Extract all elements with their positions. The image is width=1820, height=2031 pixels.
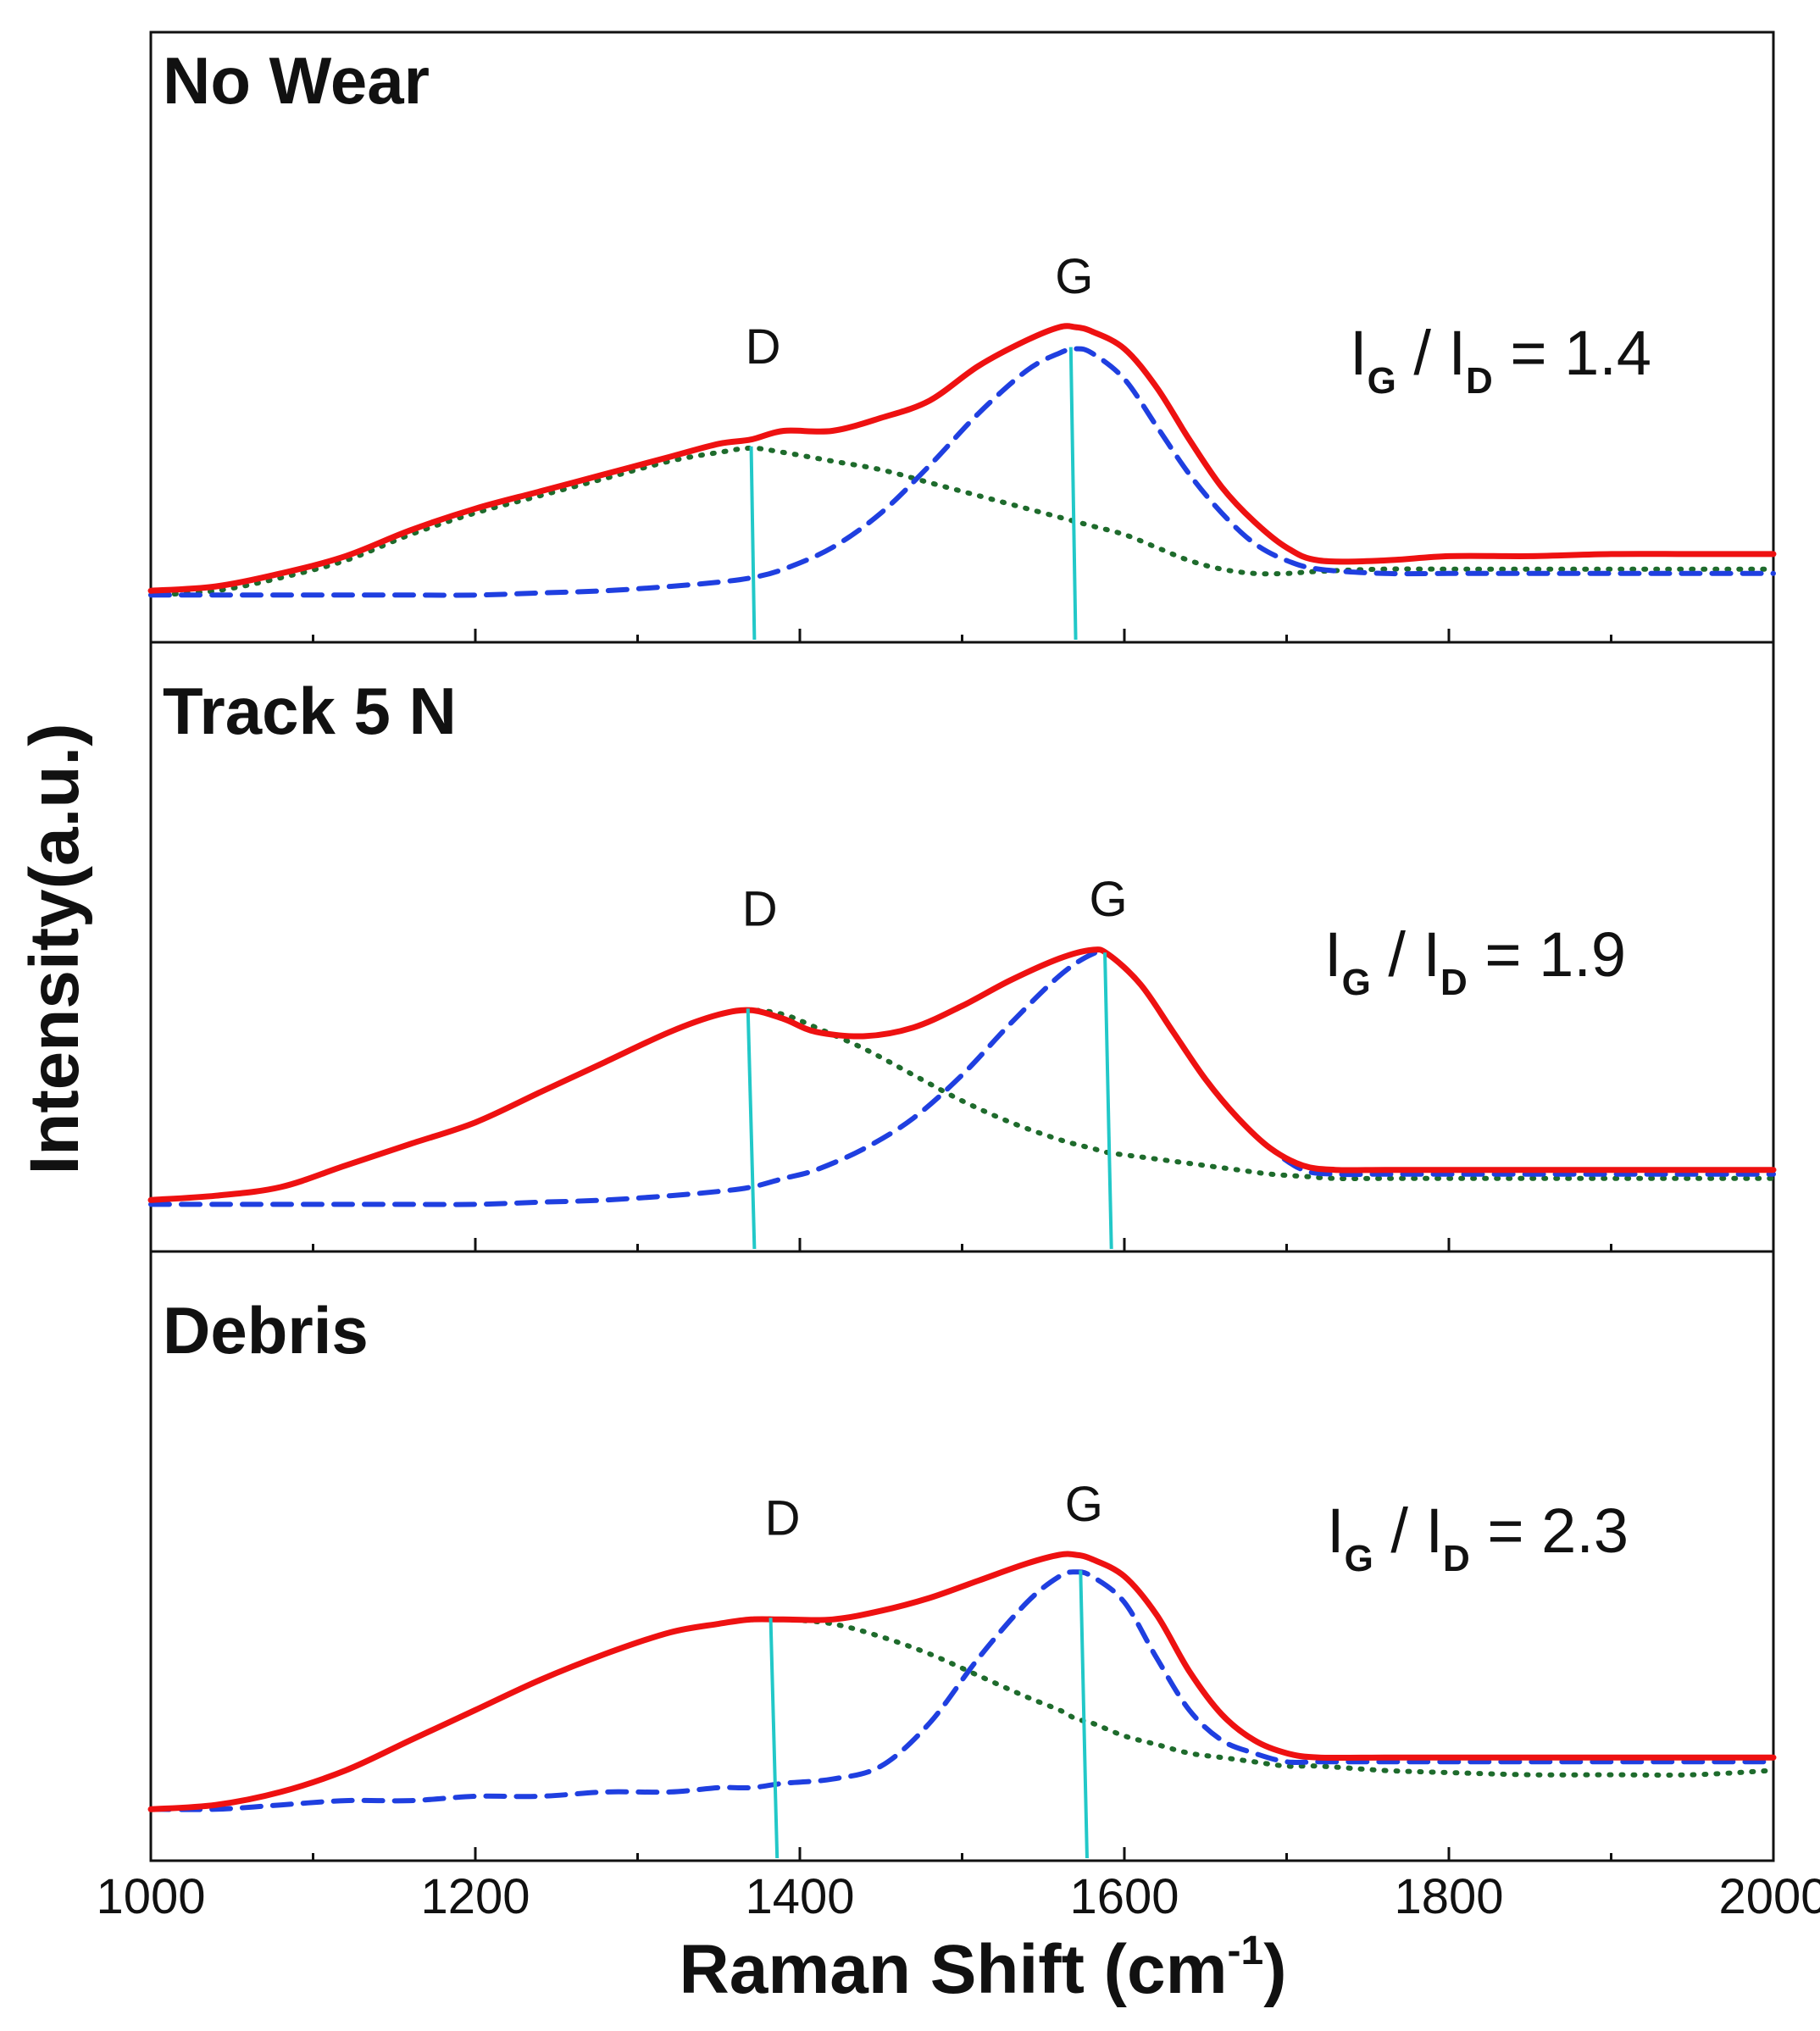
g-peak-label: G	[1055, 249, 1093, 304]
x-tick-label: 1600	[1069, 1869, 1179, 1924]
g-band-fit-curve	[148, 948, 1776, 1207]
x-tick-label: 1800	[1394, 1869, 1503, 1924]
measured-spectrum-curve	[147, 1551, 1777, 1812]
x-tick-label: 1000	[96, 1869, 205, 1924]
panel-title: Debris	[163, 1293, 369, 1368]
x-tick-label: 1200	[420, 1869, 530, 1924]
g-band-fit-curve	[148, 346, 1776, 598]
d-band-fit-curve	[148, 445, 1776, 598]
d-peak-marker-line	[749, 446, 757, 641]
ig-id-ratio-label: IG / ID = 2.3	[1327, 1496, 1629, 1579]
panels-group: D G No Wear IG / ID = 1.4 D G Track 5 N IG / ID…	[147, 31, 1777, 1862]
g-peak-label: G	[1089, 872, 1127, 927]
g-peak-marker-line	[1068, 347, 1078, 641]
d-peak-marker-line	[769, 1618, 780, 1859]
g-peak-label: G	[1065, 1477, 1103, 1532]
panel-3: D G Debris IG / ID = 2.3	[147, 1250, 1777, 1862]
y-axis-label: Intensity(a.u.)	[16, 723, 93, 1174]
x-tick-label: 1400	[745, 1869, 854, 1924]
panel-title: Track 5 N	[163, 674, 457, 748]
d-peak-label: D	[746, 319, 781, 375]
panel-title: No Wear	[163, 43, 430, 118]
g-peak-marker-line	[1103, 952, 1113, 1250]
measured-spectrum-curve	[147, 323, 1777, 594]
d-band-fit-curve	[148, 1616, 1776, 1812]
d-peak-label: D	[742, 881, 778, 936]
panel-2: D G Track 5 N IG / ID = 1.9	[147, 641, 1777, 1253]
panel-1: D G No Wear IG / ID = 1.4	[147, 31, 1777, 644]
g-band-fit-curve	[148, 1569, 1776, 1812]
d-peak-marker-line	[746, 1008, 757, 1250]
measured-spectrum-curve	[147, 946, 1777, 1203]
x-tick-label: 2000	[1718, 1869, 1820, 1924]
x-tick-labels: 1000 1200 1400 1600 1800 2000	[96, 1869, 1820, 1924]
ig-id-ratio-label: IG / ID = 1.9	[1324, 919, 1626, 1003]
d-peak-label: D	[765, 1490, 801, 1545]
ig-id-ratio-label: IG / ID = 1.4	[1350, 318, 1651, 402]
x-axis-label: Raman Shift (cm-1)	[680, 1928, 1287, 2008]
g-peak-marker-line	[1079, 1570, 1089, 1859]
